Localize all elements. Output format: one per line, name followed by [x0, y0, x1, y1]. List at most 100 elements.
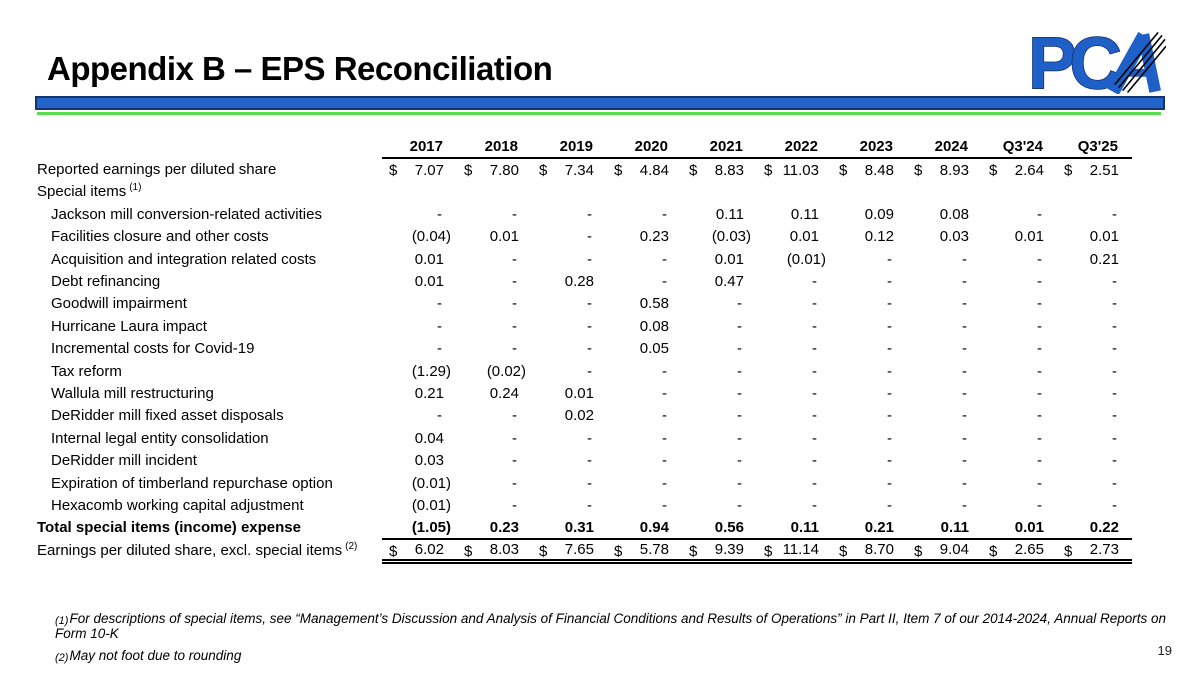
value-cell: -	[607, 360, 682, 382]
value-text: 7.34	[564, 161, 594, 179]
value-cell: -	[757, 338, 832, 360]
row-label-text: Wallula mill restructuring	[51, 384, 214, 402]
value-text: -	[1037, 340, 1042, 358]
row-label-text: Reported earnings per diluted share	[37, 161, 277, 179]
row-label-text: Earnings per diluted share, excl. specia…	[37, 541, 343, 559]
value-text: 0.11	[790, 205, 819, 223]
value-cell: $4.84	[607, 158, 682, 180]
value-cell: -	[832, 270, 907, 292]
row-label: Total special items (income) expense	[35, 517, 382, 539]
value-cell: $7.65	[532, 539, 607, 564]
value-text: -	[962, 496, 967, 514]
value-text: -	[887, 452, 892, 470]
value-cell: -	[1057, 427, 1132, 449]
value-cell	[907, 181, 982, 203]
value-text: 8.48	[864, 161, 894, 179]
value-cell: -	[682, 382, 757, 404]
value-cell: -	[532, 472, 607, 494]
value-cell: -	[457, 405, 532, 427]
value-cell: 0.09	[832, 203, 907, 225]
value-cell: -	[907, 472, 982, 494]
value-text: 7.65	[564, 540, 594, 558]
row-label: Incremental costs for Covid-19	[35, 338, 382, 360]
value-text: -	[1112, 407, 1117, 425]
value-text: -	[962, 362, 967, 380]
value-cell: -	[382, 315, 457, 337]
dollar-sign: $	[464, 162, 473, 180]
value-cell: $9.04	[907, 539, 982, 564]
value-cell: $2.51	[1057, 158, 1132, 180]
value-cell: -	[682, 338, 757, 360]
value-text: 9.04	[939, 540, 969, 558]
value-cell: 0.01	[982, 516, 1057, 541]
value-cell: -	[907, 405, 982, 427]
value-cell: -	[907, 360, 982, 382]
value-cell: -	[457, 248, 532, 270]
row-label: Reported earnings per diluted share	[35, 158, 382, 180]
value-text: -	[962, 273, 967, 291]
value-cell: 0.94	[607, 516, 682, 541]
year-column-header: 2021	[682, 136, 757, 160]
value-cell: -	[1057, 315, 1132, 337]
value-text: 4.84	[639, 161, 669, 179]
value-cell: 0.22	[1057, 516, 1132, 541]
value-text: (0.02)	[486, 362, 526, 380]
value-text: -	[737, 317, 742, 335]
value-cell: -	[682, 449, 757, 471]
value-cell: -	[682, 360, 757, 382]
row-label: Debt refinancing	[35, 270, 382, 292]
value-cell: -	[982, 315, 1057, 337]
value-cell: -	[832, 315, 907, 337]
value-text: -	[512, 317, 517, 335]
row-label: Goodwill impairment	[35, 293, 382, 315]
value-cell: -	[1057, 270, 1132, 292]
value-cell: -	[832, 382, 907, 404]
value-text: -	[962, 340, 967, 358]
value-cell: -	[757, 449, 832, 471]
value-text: -	[737, 452, 742, 470]
value-text: -	[512, 250, 517, 268]
dollar-sign: $	[764, 543, 773, 561]
value-cell: 0.01	[382, 248, 457, 270]
value-text: -	[662, 205, 667, 223]
value-text: -	[437, 205, 442, 223]
footnote-1-text: For descriptions of special items, see “…	[55, 611, 1167, 641]
value-cell: -	[757, 494, 832, 516]
value-text: 0.21	[1089, 250, 1119, 268]
value-text: 0.01	[414, 250, 444, 268]
value-text: 0.23	[639, 228, 669, 246]
value-text: -	[887, 429, 892, 447]
value-text: -	[737, 384, 742, 402]
value-cell: -	[907, 293, 982, 315]
value-cell: -	[757, 315, 832, 337]
value-cell: -	[682, 315, 757, 337]
value-cell: -	[757, 382, 832, 404]
value-cell: (0.01)	[382, 472, 457, 494]
value-cell: -	[907, 494, 982, 516]
value-cell: 0.21	[382, 382, 457, 404]
value-cell: -	[757, 405, 832, 427]
value-text: -	[812, 317, 817, 335]
value-cell: $8.70	[832, 539, 907, 564]
value-cell	[832, 181, 907, 203]
value-text: 0.22	[1089, 518, 1119, 536]
value-text: -	[587, 340, 592, 358]
value-cell: -	[832, 360, 907, 382]
value-cell: -	[757, 360, 832, 382]
dollar-sign: $	[389, 162, 398, 180]
value-text: -	[662, 384, 667, 402]
value-text: -	[812, 474, 817, 492]
value-cell: -	[907, 382, 982, 404]
year-column-header: 2023	[832, 136, 907, 160]
year-column-header: 2020	[607, 136, 682, 160]
value-cell: $2.64	[982, 158, 1057, 180]
value-text: -	[1037, 452, 1042, 470]
value-cell: -	[457, 427, 532, 449]
value-text: -	[737, 340, 742, 358]
value-text: -	[587, 317, 592, 335]
value-cell: -	[1057, 382, 1132, 404]
value-cell: -	[1057, 360, 1132, 382]
table-row: DeRidder mill incident 0.03 - - - - - - - - -	[35, 449, 1132, 471]
value-text: -	[1037, 205, 1042, 223]
value-text: (0.01)	[411, 496, 451, 514]
